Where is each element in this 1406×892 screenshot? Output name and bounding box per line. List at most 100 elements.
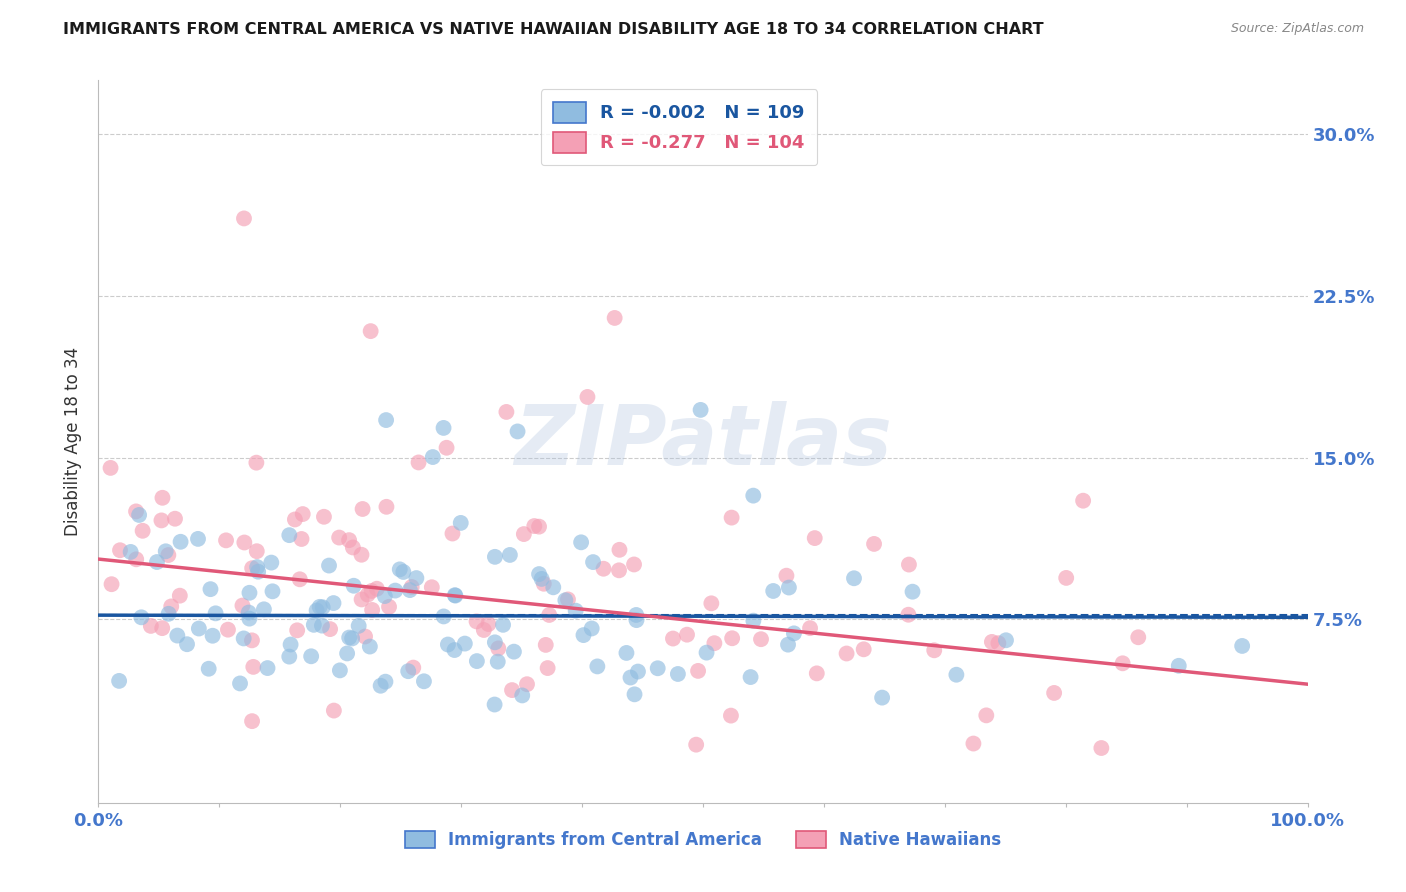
Text: IMMIGRANTS FROM CENTRAL AMERICA VS NATIVE HAWAIIAN DISABILITY AGE 18 TO 34 CORRE: IMMIGRANTS FROM CENTRAL AMERICA VS NATIV… — [63, 22, 1043, 37]
Point — [280, 638, 302, 652]
Point — [169, 589, 191, 603]
Point — [401, 580, 423, 594]
Point — [564, 604, 586, 618]
Point — [176, 637, 198, 651]
Point — [233, 535, 256, 549]
Point — [450, 516, 472, 530]
Point — [336, 647, 359, 661]
Point — [374, 589, 396, 603]
Point — [696, 646, 718, 660]
Point — [627, 665, 650, 679]
Point — [689, 403, 711, 417]
Point — [125, 552, 148, 566]
Point — [721, 632, 744, 646]
Point — [131, 524, 153, 538]
Point — [328, 531, 350, 545]
Point — [666, 667, 689, 681]
Point — [538, 607, 561, 622]
Point — [422, 450, 444, 464]
Point — [150, 513, 173, 527]
Point — [486, 641, 509, 656]
Point — [835, 647, 858, 661]
Point — [980, 635, 1002, 649]
Point — [108, 543, 131, 558]
Point — [366, 582, 388, 596]
Point — [291, 507, 314, 521]
Point — [260, 556, 283, 570]
Point — [388, 562, 411, 576]
Point — [742, 614, 765, 628]
Point — [308, 599, 330, 614]
Point — [700, 596, 723, 610]
Point — [288, 572, 311, 586]
Point — [437, 638, 460, 652]
Point — [778, 581, 800, 595]
Point — [312, 600, 335, 615]
Point — [108, 673, 131, 688]
Point — [402, 660, 425, 674]
Point — [676, 628, 699, 642]
Point — [360, 583, 382, 598]
Point — [626, 613, 648, 627]
Point — [897, 558, 920, 572]
Point — [523, 519, 546, 533]
Point — [554, 593, 576, 607]
Point — [359, 640, 381, 654]
Point — [350, 548, 373, 562]
Point — [163, 512, 186, 526]
Point — [360, 324, 382, 338]
Point — [1128, 630, 1150, 644]
Point — [799, 621, 821, 635]
Point — [688, 664, 710, 678]
Point — [238, 586, 260, 600]
Point — [318, 558, 340, 573]
Point — [125, 504, 148, 518]
Point — [204, 607, 226, 621]
Point — [444, 589, 467, 603]
Point — [405, 571, 427, 585]
Point — [536, 661, 558, 675]
Point — [384, 583, 406, 598]
Point — [527, 519, 550, 533]
Point — [703, 636, 725, 650]
Point — [852, 642, 875, 657]
Point — [527, 567, 550, 582]
Point — [375, 413, 398, 427]
Point — [169, 534, 191, 549]
Point — [100, 461, 122, 475]
Point — [647, 661, 669, 675]
Point — [100, 577, 122, 591]
Point — [392, 565, 415, 579]
Point — [987, 636, 1010, 650]
Point — [994, 633, 1017, 648]
Point — [619, 671, 641, 685]
Point — [399, 583, 422, 598]
Point — [623, 558, 645, 572]
Point — [586, 659, 609, 673]
Point — [803, 531, 825, 545]
Point — [120, 545, 142, 559]
Point — [378, 599, 401, 614]
Point — [444, 588, 467, 602]
Point — [842, 571, 865, 585]
Point — [503, 645, 526, 659]
Point — [413, 674, 436, 689]
Point — [197, 662, 219, 676]
Point — [685, 738, 707, 752]
Point — [609, 542, 631, 557]
Point — [342, 541, 364, 555]
Point — [569, 535, 592, 549]
Point — [662, 632, 685, 646]
Point — [484, 635, 506, 649]
Point — [231, 599, 253, 613]
Point — [232, 632, 254, 646]
Point — [506, 425, 529, 439]
Point — [806, 666, 828, 681]
Point — [246, 544, 269, 558]
Point — [783, 626, 806, 640]
Point — [285, 624, 308, 638]
Point — [200, 582, 222, 596]
Point — [492, 617, 515, 632]
Point — [245, 456, 267, 470]
Text: ZIPatlas: ZIPatlas — [515, 401, 891, 482]
